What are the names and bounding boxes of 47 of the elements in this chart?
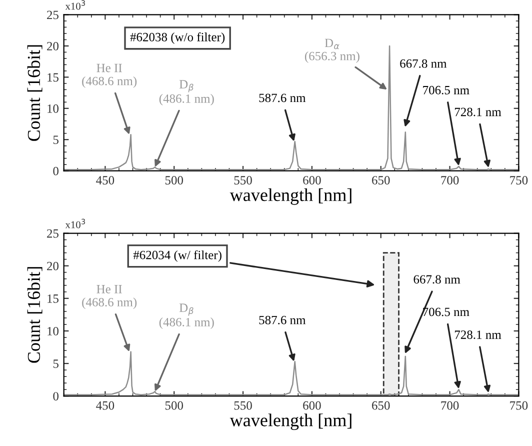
y-tick-label: 10 bbox=[48, 104, 58, 113]
x-tick-label: 500 bbox=[165, 401, 184, 410]
annotation: 728.1 nm bbox=[454, 108, 502, 116]
annotation: 587.6 nm bbox=[259, 316, 306, 324]
annotation: D$_{β}$ (486.1 nm) bbox=[159, 304, 214, 329]
y-axis-title: Count [16bit] bbox=[27, 45, 42, 141]
x-tick-label: 450 bbox=[96, 401, 114, 410]
x-tick-label: 650 bbox=[372, 176, 390, 184]
annotation: He II (468.6 nm) bbox=[82, 64, 137, 88]
x-tick-label: 550 bbox=[234, 401, 252, 410]
x-tick-label: 700 bbox=[441, 401, 459, 410]
x-tick-label: 650 bbox=[372, 401, 390, 410]
annotation: 706.5 nm bbox=[423, 308, 470, 316]
annotation: D$_{α}$ (656.3 nm) bbox=[304, 38, 360, 63]
y-tick-label: 5 bbox=[53, 360, 58, 368]
x-tick-label: 600 bbox=[303, 401, 321, 410]
x-axis-title: wavelength [nm] bbox=[230, 414, 352, 430]
y-tick-label: 20 bbox=[47, 42, 58, 50]
y-tick-label: 15 bbox=[48, 73, 58, 82]
x-tick-label: 550 bbox=[234, 176, 252, 184]
y-tick-label: 15 bbox=[48, 294, 58, 303]
text: x10$^{3}$ bbox=[65, 0, 86, 10]
x-tick-label: 450 bbox=[96, 176, 114, 184]
annotation: 706.5 nm bbox=[423, 86, 470, 94]
x-tick-label: 700 bbox=[441, 176, 459, 184]
y-tick-label: 0 bbox=[53, 392, 58, 401]
text: x10$^{3}$ bbox=[65, 218, 86, 228]
annotation: 667.8 nm bbox=[400, 59, 447, 68]
annotation: 667.8 nm bbox=[414, 275, 460, 284]
y-tick-label: 0 bbox=[53, 166, 58, 176]
x-tick-label: 600 bbox=[303, 176, 321, 184]
annotation: #62034 (w/ filter) bbox=[133, 250, 222, 262]
y-tick-label: 5 bbox=[53, 136, 58, 144]
x-tick-label: 750 bbox=[510, 401, 528, 410]
x-axis-title: wavelength [nm] bbox=[230, 188, 352, 205]
annotation: 587.6 nm bbox=[259, 94, 306, 102]
x-tick-label: 500 bbox=[165, 176, 184, 184]
y-tick-label: 10 bbox=[48, 326, 58, 336]
annotation: He II (468.6 nm) bbox=[82, 285, 137, 309]
annotation: #62038 (w/o filter) bbox=[130, 32, 225, 44]
y-tick-label: 25 bbox=[47, 229, 58, 238]
y-tick-label: 20 bbox=[47, 262, 58, 270]
annotation: 728.1 nm bbox=[454, 330, 502, 339]
y-axis-title: Count [16bit] bbox=[27, 267, 42, 363]
y-tick-label: 25 bbox=[47, 10, 58, 20]
x-tick-label: 750 bbox=[510, 176, 528, 184]
annotation: D$_{β}$ (486.1 nm) bbox=[159, 80, 214, 106]
